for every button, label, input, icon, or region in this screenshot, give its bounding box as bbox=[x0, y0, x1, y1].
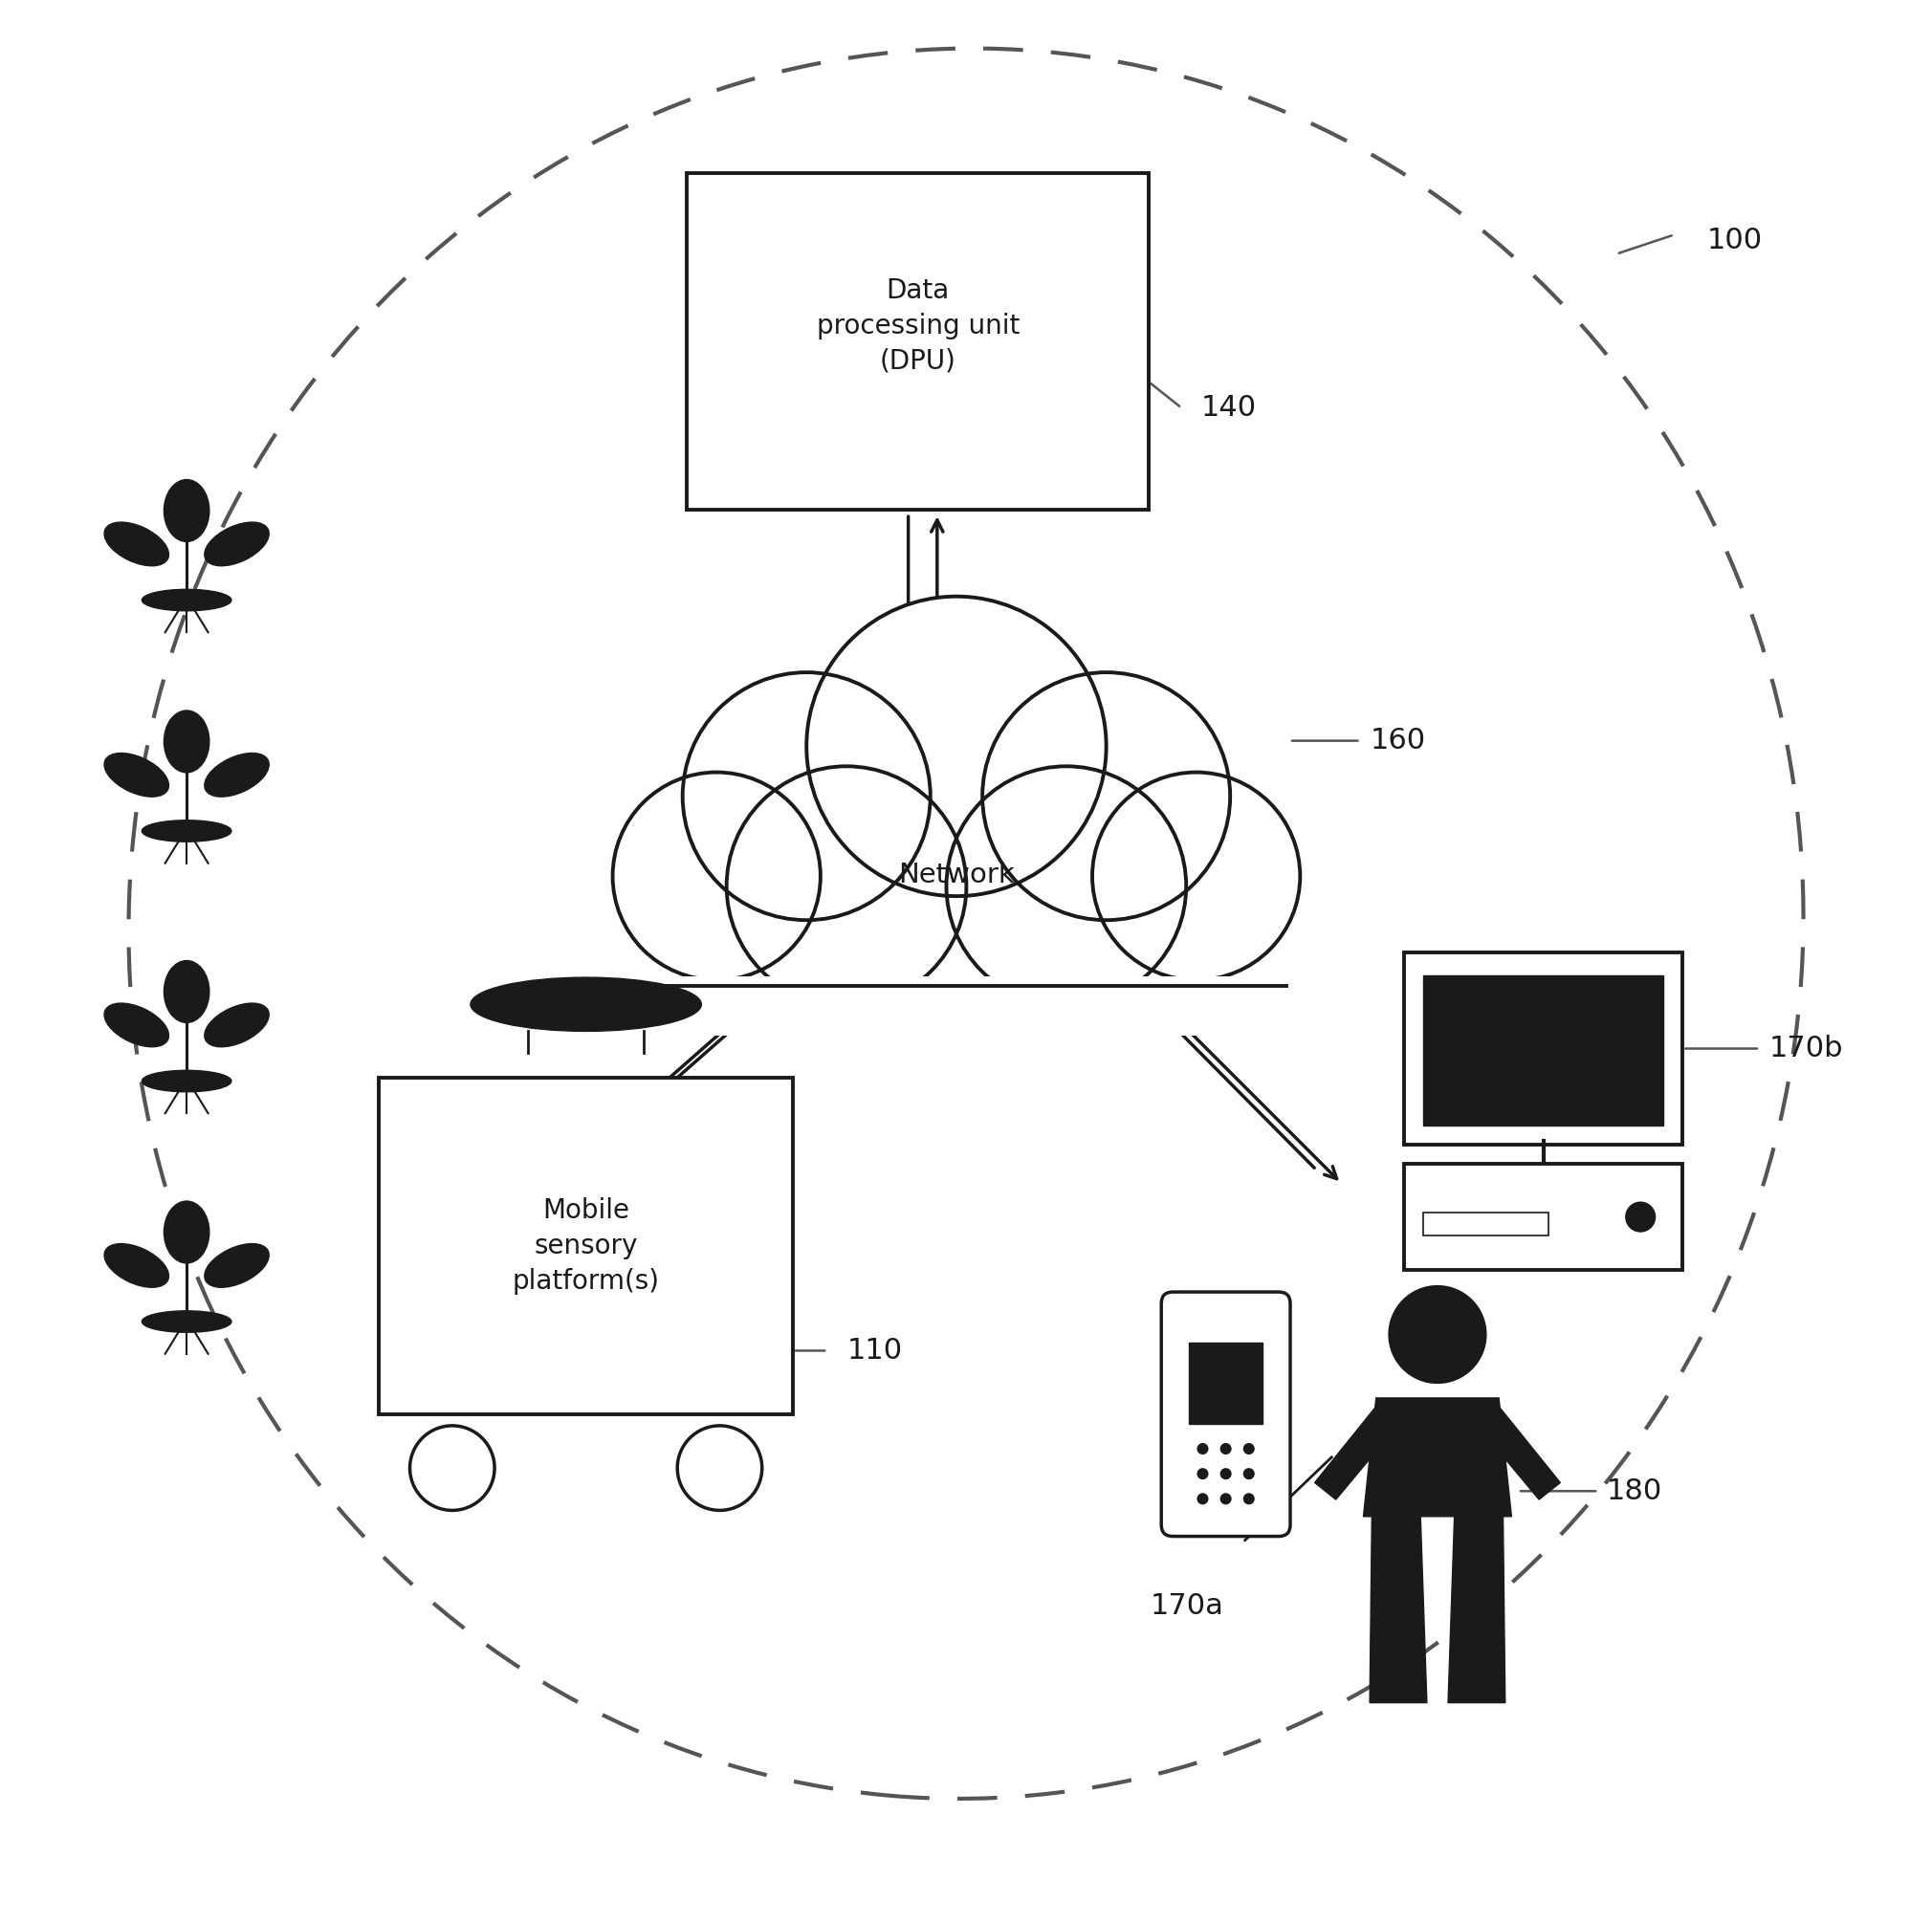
Circle shape bbox=[1625, 1201, 1656, 1233]
Ellipse shape bbox=[205, 752, 269, 797]
Text: 170a: 170a bbox=[1151, 1591, 1225, 1620]
FancyBboxPatch shape bbox=[1424, 1212, 1548, 1235]
Ellipse shape bbox=[205, 1002, 269, 1047]
Polygon shape bbox=[1314, 1406, 1399, 1499]
Circle shape bbox=[678, 1426, 761, 1510]
Text: 170b: 170b bbox=[1770, 1035, 1843, 1062]
Circle shape bbox=[682, 671, 931, 920]
Circle shape bbox=[1389, 1285, 1486, 1383]
Ellipse shape bbox=[141, 1070, 232, 1091]
Circle shape bbox=[1198, 1468, 1209, 1480]
Ellipse shape bbox=[164, 960, 209, 1024]
Ellipse shape bbox=[205, 521, 269, 566]
Text: 140: 140 bbox=[1202, 394, 1256, 421]
Circle shape bbox=[1092, 772, 1300, 979]
Circle shape bbox=[981, 671, 1231, 920]
Ellipse shape bbox=[104, 752, 168, 797]
Text: Mobile
sensory
platform(s): Mobile sensory platform(s) bbox=[512, 1197, 659, 1295]
Circle shape bbox=[1219, 1493, 1231, 1505]
Circle shape bbox=[1198, 1443, 1209, 1455]
Ellipse shape bbox=[104, 1243, 168, 1287]
Circle shape bbox=[1242, 1493, 1254, 1505]
Polygon shape bbox=[1370, 1516, 1428, 1703]
Ellipse shape bbox=[205, 1243, 269, 1287]
Text: 100: 100 bbox=[1706, 227, 1762, 254]
Ellipse shape bbox=[104, 1002, 168, 1047]
Circle shape bbox=[1219, 1468, 1231, 1480]
Ellipse shape bbox=[471, 977, 701, 1031]
Text: Data
processing unit
(DPU): Data processing unit (DPU) bbox=[817, 277, 1020, 375]
FancyBboxPatch shape bbox=[1161, 1293, 1291, 1535]
Ellipse shape bbox=[104, 521, 168, 566]
Text: 160: 160 bbox=[1370, 727, 1426, 754]
FancyBboxPatch shape bbox=[379, 1077, 792, 1414]
FancyBboxPatch shape bbox=[1405, 952, 1683, 1145]
Polygon shape bbox=[1364, 1399, 1511, 1516]
Ellipse shape bbox=[164, 710, 209, 773]
Circle shape bbox=[726, 766, 966, 1006]
Ellipse shape bbox=[141, 1310, 232, 1331]
Ellipse shape bbox=[141, 589, 232, 610]
FancyBboxPatch shape bbox=[1424, 975, 1663, 1126]
Circle shape bbox=[1242, 1443, 1254, 1455]
Text: Network: Network bbox=[898, 862, 1014, 889]
Ellipse shape bbox=[164, 479, 209, 543]
Polygon shape bbox=[1449, 1516, 1505, 1703]
FancyBboxPatch shape bbox=[616, 975, 1296, 1035]
Circle shape bbox=[947, 766, 1186, 1006]
FancyBboxPatch shape bbox=[688, 173, 1150, 510]
FancyBboxPatch shape bbox=[1190, 1343, 1262, 1424]
Ellipse shape bbox=[164, 1201, 209, 1264]
Circle shape bbox=[1242, 1468, 1254, 1480]
Ellipse shape bbox=[141, 820, 232, 841]
Text: 180: 180 bbox=[1607, 1478, 1663, 1505]
Text: 110: 110 bbox=[846, 1337, 902, 1364]
Circle shape bbox=[1198, 1493, 1209, 1505]
FancyBboxPatch shape bbox=[1405, 1164, 1683, 1270]
Circle shape bbox=[1219, 1443, 1231, 1455]
Circle shape bbox=[806, 596, 1107, 897]
Circle shape bbox=[612, 772, 821, 979]
Circle shape bbox=[410, 1426, 495, 1510]
Polygon shape bbox=[1476, 1406, 1561, 1499]
